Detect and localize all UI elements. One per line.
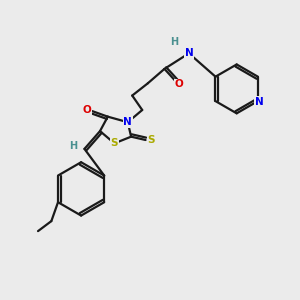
Text: S: S [147,135,155,145]
Text: O: O [175,80,183,89]
Text: N: N [123,117,132,127]
Text: N: N [255,97,263,107]
Text: S: S [111,138,118,148]
Text: H: H [69,141,77,151]
Text: H: H [170,37,178,47]
Text: O: O [82,105,91,115]
Text: N: N [184,48,193,58]
